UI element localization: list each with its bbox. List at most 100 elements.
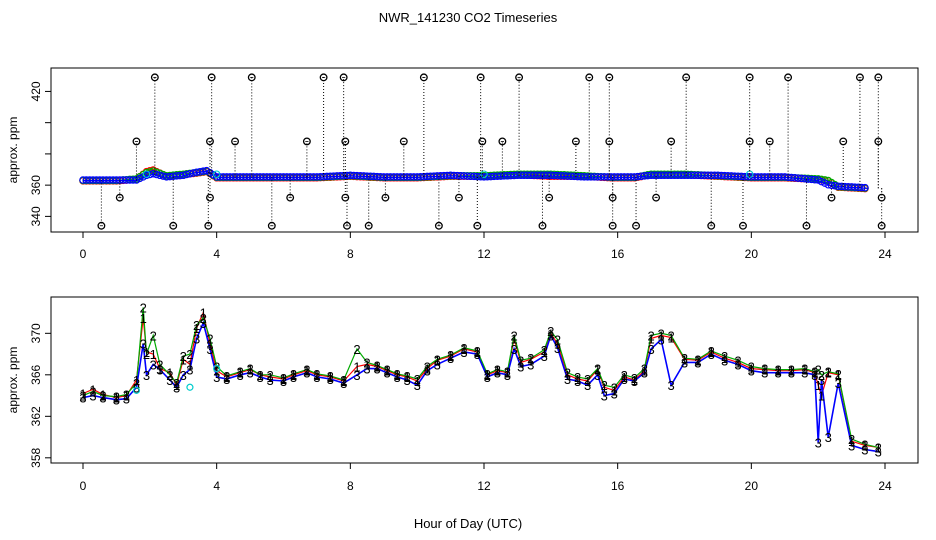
bottom-x-tick-label: 16	[611, 479, 625, 493]
top-spike-low	[115, 193, 124, 202]
bottom-series-marker-2: 2	[393, 367, 400, 382]
bottom-series-marker-2: 2	[574, 370, 581, 385]
bottom-series-marker-3: 3	[256, 370, 263, 385]
bottom-series-marker-1: 1	[848, 434, 855, 449]
bottom-series-marker-2: 2	[694, 352, 701, 367]
bottom-series-marker-1: 1	[140, 311, 147, 326]
top-spike-high	[855, 73, 864, 82]
top-spike-bottom	[364, 221, 373, 230]
top-spike-bottom	[343, 221, 351, 230]
bottom-series-marker-2: 2	[611, 380, 618, 395]
bottom-series-marker-1: 1	[173, 378, 180, 393]
bottom-series-marker-1: 1	[721, 351, 728, 366]
bottom-series-marker-1: 1	[99, 388, 106, 403]
bottom-series-marker-1: 1	[156, 362, 163, 377]
bottom-series-marker-2: 2	[327, 369, 334, 384]
bottom-series-marker-3: 3	[200, 316, 207, 331]
bottom-series-marker-2: 2	[133, 376, 140, 391]
top-spike-high	[874, 73, 883, 82]
bottom-series-marker-3: 3	[474, 347, 481, 362]
bottom-series-marker-1: 1	[681, 352, 688, 367]
bottom-series-marker-1: 1	[223, 370, 230, 385]
top-spike-bottom	[169, 221, 178, 230]
bottom-series-marker-1: 1	[186, 357, 193, 372]
top-data-point	[861, 183, 869, 192]
top-spike-mid	[399, 137, 408, 146]
bottom-series-marker-1: 1	[200, 306, 207, 321]
bottom-series-marker-2: 2	[818, 368, 825, 383]
bottom-series-marker-2: 2	[280, 371, 287, 386]
bottom-series-marker-3: 3	[193, 332, 200, 347]
bottom-series-marker-1: 1	[774, 364, 781, 379]
bottom-series-marker-2: 2	[801, 362, 808, 377]
bottom-series-marker-3: 3	[861, 443, 868, 458]
bottom-series-line-2	[82, 307, 879, 448]
bottom-series-marker-2: 2	[89, 384, 96, 399]
top-data-point	[199, 167, 208, 175]
bottom-series-marker-3: 3	[414, 378, 421, 393]
bottom-series-marker-2: 2	[748, 360, 755, 375]
top-spike-high	[150, 73, 159, 82]
bottom-series-marker-3: 3	[290, 370, 297, 385]
bottom-series-marker-1: 1	[474, 345, 481, 360]
top-spike-bottom	[739, 221, 747, 230]
top-data-point	[182, 170, 191, 179]
bottom-series-marker-1: 1	[527, 352, 534, 367]
bottom-series-marker-2: 2	[383, 363, 390, 378]
bottom-series-marker-3: 3	[504, 368, 511, 383]
bottom-series-marker-2: 2	[815, 363, 822, 378]
bottom-series-marker-3: 3	[541, 349, 548, 364]
bottom-series-marker-2: 2	[621, 368, 628, 383]
top-spike-low	[545, 193, 554, 202]
bottom-series-marker-3: 3	[353, 368, 360, 383]
bottom-series-marker-2: 2	[353, 342, 360, 357]
bottom-series-marker-2: 2	[180, 349, 187, 364]
bottom-series-marker-2: 2	[825, 365, 832, 380]
bottom-series-marker-2: 2	[484, 367, 491, 382]
bottom-series-marker-3: 3	[510, 342, 517, 357]
bottom-series-marker-3: 3	[340, 376, 347, 391]
bottom-series-marker-3: 3	[494, 366, 501, 381]
bottom-series-marker-2: 2	[647, 328, 654, 343]
bottom-series-marker-3: 3	[815, 435, 822, 450]
bottom-series-marker-3: 3	[447, 351, 454, 366]
bottom-series-marker-2: 2	[414, 372, 421, 387]
top-spike-bottom	[97, 221, 106, 230]
top-spike-low	[454, 193, 463, 202]
bottom-series-marker-3: 3	[434, 357, 441, 372]
bottom-series-marker-2: 2	[774, 363, 781, 378]
top-data-point	[136, 174, 144, 183]
top-spike-high	[207, 73, 216, 82]
bottom-series-marker-2: 2	[761, 362, 768, 377]
bottom-series-marker-3: 3	[113, 393, 120, 408]
bottom-series-marker-1: 1	[206, 337, 213, 352]
top-y-tick-label: 420	[29, 81, 43, 101]
bottom-series-marker-1: 1	[601, 380, 608, 395]
bottom-series-marker-1: 1	[547, 326, 554, 341]
bottom-series-marker-1: 1	[825, 366, 832, 381]
bottom-series-marker-3: 3	[584, 378, 591, 393]
top-data-point	[857, 183, 866, 192]
bottom-series-marker-1: 1	[143, 345, 150, 360]
bottom-series-marker-2: 2	[875, 440, 882, 455]
top-spike-low	[341, 193, 350, 202]
bottom-series-marker-1: 1	[504, 366, 511, 381]
bottom-series-marker-2: 2	[236, 365, 243, 380]
bottom-series-marker-3: 3	[303, 366, 310, 381]
bottom-series-marker-3: 3	[875, 445, 882, 460]
top-spike-high	[419, 73, 428, 82]
bottom-y-tick-label: 370	[29, 323, 43, 343]
top-data-point	[186, 169, 194, 178]
top-spike-mid	[765, 137, 774, 146]
top-cyan-point	[212, 170, 221, 178]
bottom-series-marker-2: 2	[734, 353, 741, 368]
bottom-series-marker-3: 3	[180, 368, 187, 383]
bottom-series-marker-2: 2	[173, 376, 180, 391]
top-spike-high	[784, 73, 793, 82]
bottom-series-marker-3: 3	[554, 341, 561, 356]
bottom-series-marker-3: 3	[327, 372, 334, 387]
top-x-tick-label: 8	[347, 247, 354, 261]
bottom-series-marker-2: 2	[631, 371, 638, 386]
bottom-series-marker-3: 3	[266, 373, 273, 388]
